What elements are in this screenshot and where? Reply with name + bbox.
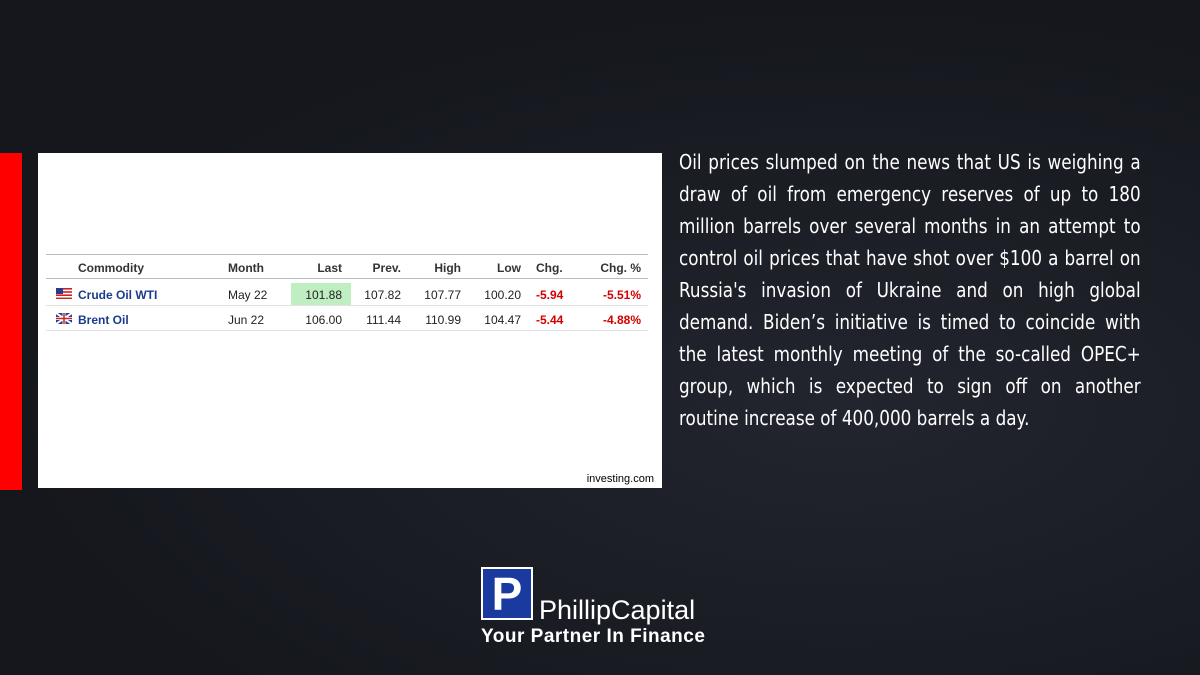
column-header: Month	[228, 261, 264, 275]
table-cell: 104.47	[484, 313, 521, 327]
column-header: Commodity	[78, 261, 144, 275]
column-header: Prev.	[372, 261, 401, 275]
rule	[46, 254, 648, 255]
table-cell: 100.20	[484, 288, 521, 302]
rule	[46, 305, 648, 306]
column-header: Last	[317, 261, 342, 275]
commodity-name: Crude Oil WTI	[78, 288, 158, 302]
rule	[46, 330, 648, 331]
accent-bar	[0, 153, 22, 490]
table-cell: 107.77	[424, 288, 461, 302]
table-cell: -5.44	[536, 313, 564, 327]
source: investing.com	[586, 473, 654, 485]
table-cell: -5.51%	[602, 288, 641, 302]
commodity-name: Brent Oil	[78, 313, 129, 327]
table-cell: 111.44	[366, 313, 401, 327]
table-cell: 110.99	[425, 313, 461, 327]
table-cell: -5.94	[536, 288, 564, 302]
column-header: Chg. %	[600, 261, 641, 275]
rule	[46, 278, 648, 279]
logo-box: P	[481, 567, 533, 620]
table-cell: -4.88%	[602, 313, 641, 327]
table-cell: 107.82	[364, 288, 401, 302]
flag-us	[56, 288, 72, 299]
table-card: Commodity Month Last Prev. High Low Chg. Chg. %…	[38, 153, 662, 488]
logo-name: PhillipCapital	[539, 595, 696, 625]
flag-uk	[56, 313, 72, 324]
table-cell: Jun 22	[228, 313, 265, 327]
logo-tagline: Your Partner In Finance	[481, 626, 706, 647]
column-header: High	[434, 261, 461, 275]
table-cell: May 22	[228, 288, 268, 302]
table-cell: 101.88	[305, 288, 342, 302]
highlight	[291, 283, 351, 305]
table-cell: 106.00	[305, 313, 342, 327]
logo-mark: P	[491, 568, 523, 620]
column-header: Chg.	[536, 261, 563, 275]
column-header: Low	[497, 261, 521, 275]
article-text: Oil prices slumped on the news that US i…	[679, 150, 1141, 430]
